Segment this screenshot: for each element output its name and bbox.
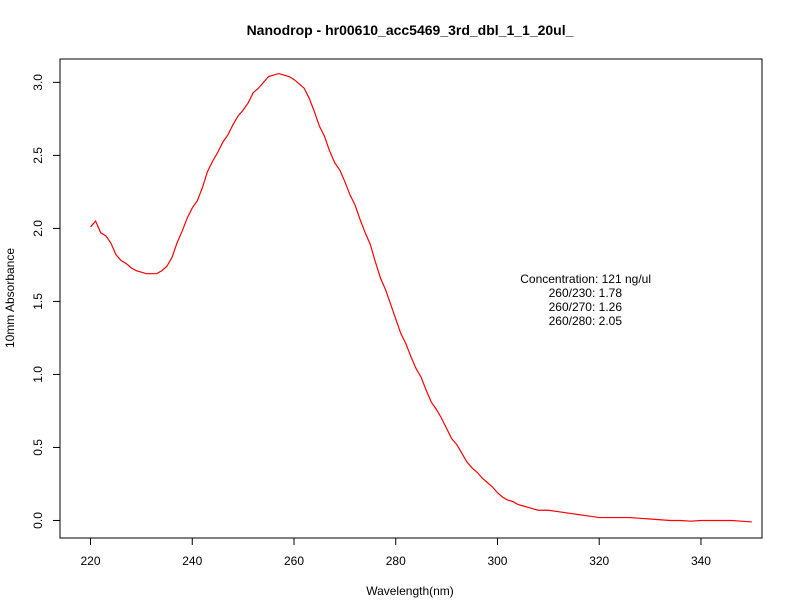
y-axis: 0.0 0.5 1.0 1.5 2.0 2.5 3.0 [31, 74, 60, 529]
y-tick-label: 2.5 [31, 147, 45, 164]
y-tick-label: 1.5 [31, 293, 45, 310]
y-tick-label: 0.0 [31, 512, 45, 529]
absorbance-series-line [90, 72, 752, 523]
ratio-260-230-label: 260/230: 1.78 [549, 286, 623, 300]
x-tick-label: 240 [182, 554, 202, 568]
ratio-260-280-label: 260/280: 2.05 [549, 314, 623, 328]
x-axis-title: Wavelength(nm) [366, 584, 454, 598]
x-tick-label: 300 [487, 554, 507, 568]
x-tick-label: 280 [386, 554, 406, 568]
y-tick-label: 2.0 [31, 220, 45, 237]
stats-annotation: Concentration: 121 ng/ul 260/230: 1.78 2… [520, 272, 651, 328]
x-axis: 220 240 260 280 300 320 340 [81, 538, 711, 568]
x-tick-label: 220 [81, 554, 101, 568]
y-tick-label: 1.0 [31, 366, 45, 383]
chart-title: Nanodrop - hr00610_acc5469_3rd_dbl_1_1_2… [247, 22, 574, 38]
x-tick-label: 320 [589, 554, 609, 568]
concentration-label: Concentration: 121 ng/ul [520, 272, 651, 286]
y-axis-title: 10mm Absorbance [3, 248, 17, 348]
y-tick-label: 3.0 [31, 74, 45, 91]
x-tick-label: 260 [284, 554, 304, 568]
x-tick-label: 340 [691, 554, 711, 568]
ratio-260-270-label: 260/270: 1.26 [549, 300, 623, 314]
plot-area-frame [59, 58, 763, 539]
y-tick-label: 0.5 [31, 439, 45, 456]
